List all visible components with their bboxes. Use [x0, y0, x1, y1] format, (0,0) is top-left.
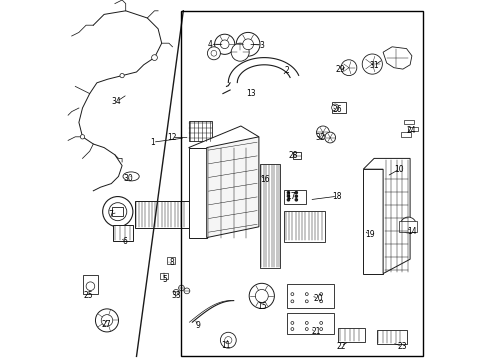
- Bar: [403, 120, 413, 124]
- Text: 33: 33: [171, 292, 181, 300]
- Text: 4: 4: [207, 40, 212, 49]
- Circle shape: [80, 135, 84, 139]
- Text: 8: 8: [169, 258, 174, 266]
- Text: 32: 32: [315, 133, 324, 142]
- Text: 7: 7: [108, 210, 113, 219]
- Circle shape: [120, 73, 124, 78]
- Text: 18: 18: [332, 192, 342, 201]
- Circle shape: [207, 47, 220, 60]
- Text: 3: 3: [259, 40, 264, 49]
- Bar: [337, 328, 365, 342]
- Circle shape: [331, 104, 338, 111]
- Circle shape: [231, 43, 249, 61]
- Circle shape: [340, 60, 356, 76]
- Circle shape: [295, 199, 297, 201]
- Text: 24: 24: [406, 126, 415, 135]
- Bar: [284, 211, 325, 242]
- Circle shape: [295, 195, 297, 197]
- Circle shape: [183, 288, 189, 294]
- Polygon shape: [363, 158, 409, 274]
- Circle shape: [151, 55, 157, 60]
- Polygon shape: [206, 137, 258, 238]
- Text: 23: 23: [397, 342, 406, 351]
- Circle shape: [108, 203, 126, 221]
- Text: 26: 26: [332, 105, 342, 114]
- Polygon shape: [188, 148, 206, 238]
- Text: 15: 15: [256, 302, 266, 311]
- Circle shape: [101, 315, 113, 326]
- Circle shape: [287, 195, 289, 197]
- Circle shape: [178, 285, 184, 291]
- Circle shape: [362, 54, 382, 74]
- Text: 11: 11: [221, 341, 230, 350]
- Text: 28: 28: [288, 151, 297, 160]
- Circle shape: [220, 40, 228, 49]
- Circle shape: [86, 282, 95, 291]
- Bar: [83, 275, 98, 294]
- Text: 29: 29: [334, 65, 344, 74]
- Bar: [284, 190, 305, 204]
- Circle shape: [102, 197, 133, 227]
- Bar: [260, 164, 279, 268]
- Circle shape: [242, 39, 253, 50]
- Circle shape: [236, 32, 260, 56]
- Text: 6: 6: [122, 237, 127, 246]
- Text: 27: 27: [101, 320, 110, 329]
- Bar: [400, 132, 410, 137]
- Text: 1: 1: [150, 138, 155, 147]
- Bar: [112, 207, 122, 216]
- Circle shape: [224, 337, 231, 344]
- Text: 19: 19: [364, 230, 374, 239]
- Text: 2: 2: [284, 66, 289, 75]
- Polygon shape: [188, 126, 258, 158]
- Text: 21: 21: [310, 328, 320, 336]
- Bar: [167, 257, 175, 264]
- Text: 14: 14: [406, 227, 416, 236]
- Circle shape: [255, 289, 268, 302]
- Text: 10: 10: [394, 165, 403, 174]
- Bar: [113, 225, 133, 241]
- Text: 30: 30: [123, 174, 133, 183]
- Circle shape: [220, 332, 236, 348]
- Circle shape: [249, 283, 274, 309]
- Bar: [399, 221, 416, 232]
- Circle shape: [316, 126, 329, 139]
- Bar: [188, 121, 212, 141]
- Text: 12: 12: [167, 133, 176, 142]
- Bar: [160, 273, 167, 279]
- Text: 25: 25: [83, 292, 93, 300]
- Bar: [286, 313, 333, 334]
- Circle shape: [287, 192, 289, 194]
- Ellipse shape: [123, 172, 139, 181]
- Circle shape: [214, 34, 234, 54]
- Circle shape: [324, 132, 335, 143]
- Circle shape: [400, 217, 415, 233]
- Text: 5: 5: [162, 274, 167, 284]
- Circle shape: [287, 199, 289, 201]
- Circle shape: [211, 50, 216, 56]
- Bar: [376, 330, 406, 344]
- Polygon shape: [382, 47, 411, 69]
- Text: 31: 31: [368, 61, 378, 70]
- Bar: [293, 152, 301, 159]
- Bar: [286, 284, 333, 308]
- Circle shape: [173, 289, 179, 295]
- Text: 17: 17: [286, 192, 296, 201]
- Bar: [331, 102, 346, 113]
- Circle shape: [95, 309, 118, 332]
- Circle shape: [295, 192, 297, 194]
- Polygon shape: [363, 169, 382, 274]
- Text: 13: 13: [245, 89, 255, 98]
- Text: 20: 20: [313, 294, 323, 302]
- Bar: [134, 201, 188, 228]
- Text: 16: 16: [260, 175, 270, 184]
- Text: 34: 34: [112, 97, 122, 106]
- Bar: [407, 127, 418, 131]
- Text: 9: 9: [195, 321, 200, 330]
- Bar: [181, 11, 422, 356]
- Text: 22: 22: [336, 342, 345, 351]
